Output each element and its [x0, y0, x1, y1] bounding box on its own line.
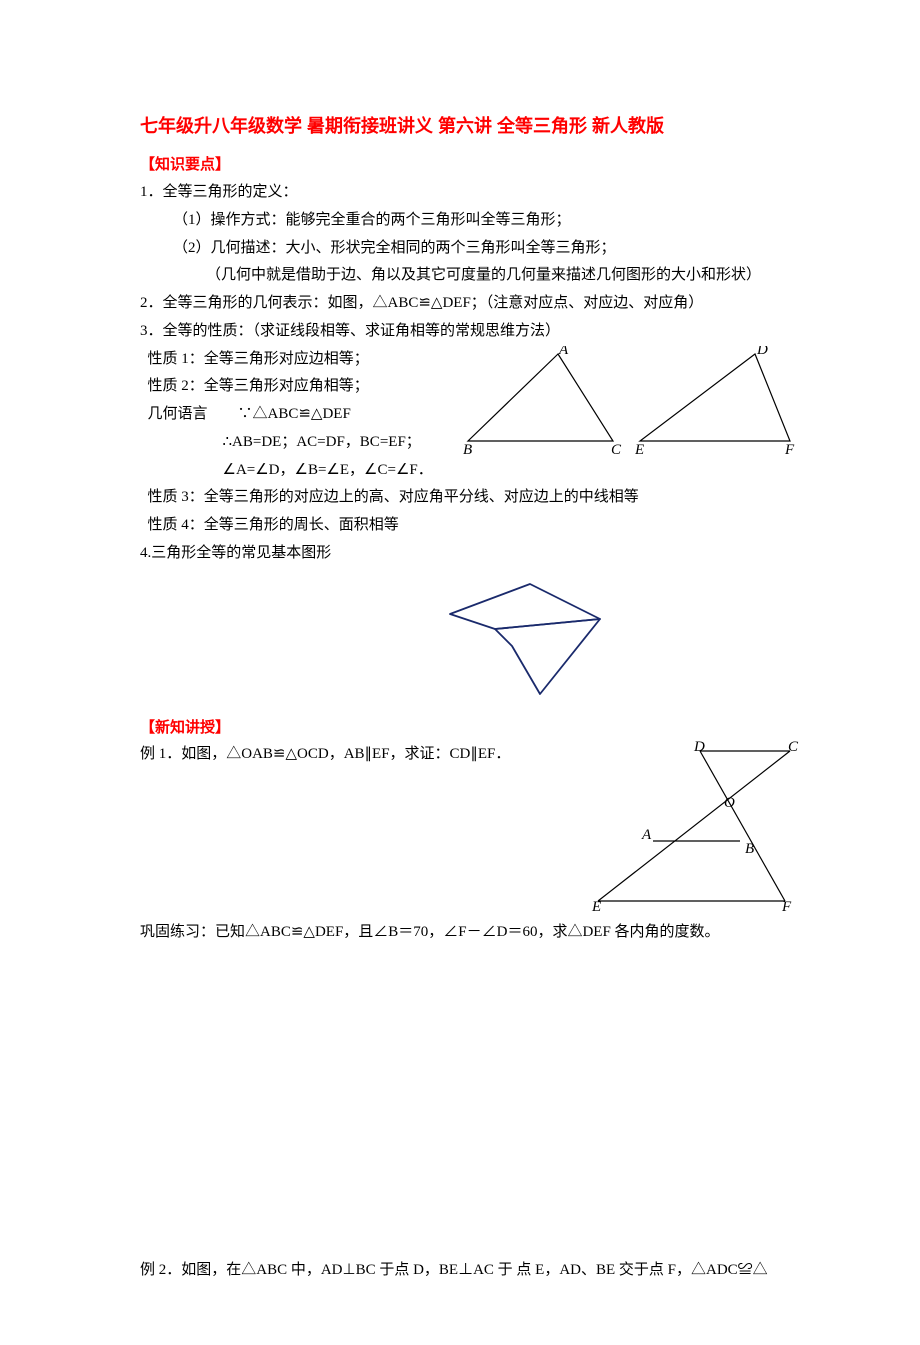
geo-language-1: ∴AB=DE；AC=DF，BC=EF； — [140, 429, 455, 457]
svg-text:D: D — [756, 346, 768, 358]
overlapping-triangles-figure — [440, 574, 610, 704]
page-title: 七年级升八年级数学 暑期衔接班讲义 第六讲 全等三角形 新人教版 — [140, 110, 800, 143]
def-note: （几何中就是借助于边、角以及其它可度量的几何量来描述几何图形的大小和形状） — [140, 262, 800, 290]
property-4: 性质 4：全等三角形的周长、面积相等 — [140, 512, 800, 540]
svg-text:A: A — [641, 827, 652, 843]
geo-language-intro: 几何语言 ∵△ABC≌△DEF — [140, 401, 455, 429]
svg-text:F: F — [784, 442, 795, 458]
section-new-teaching: 【新知讲授】 — [140, 714, 800, 742]
svg-text:C: C — [611, 442, 622, 458]
svg-text:C: C — [788, 741, 799, 755]
svg-text:B: B — [463, 442, 472, 458]
triangle-def-figure: D E F — [635, 346, 800, 458]
example-2-text: 例 2．如图，在△ABC 中，AD⊥BC 于点 D，BE⊥AC 于 点 E，AD… — [140, 1257, 800, 1285]
section-knowledge: 【知识要点】 — [140, 151, 800, 179]
properties-heading: 3．全等的性质：（求证线段相等、求证角相等的常规思维方法） — [140, 318, 800, 346]
svg-text:B: B — [745, 841, 754, 857]
svg-text:E: E — [635, 442, 644, 458]
svg-text:A: A — [558, 346, 569, 358]
property-3: 性质 3：全等三角形的对应边上的高、对应角平分线、对应边上的中线相等 — [140, 484, 800, 512]
triangle-abc-figure: A B C — [463, 346, 623, 458]
geo-language-2: ∠A=∠D，∠B=∠E，∠C=∠F． — [140, 457, 455, 485]
def-item-1: （1）操作方式：能够完全重合的两个三角形叫全等三角形； — [140, 207, 800, 235]
svg-text:O: O — [724, 795, 735, 811]
property-2: 性质 2：全等三角形对应角相等； — [140, 373, 455, 401]
def-heading: 1．全等三角形的定义： — [140, 179, 800, 207]
example-1-figure: E F A B O D C — [590, 741, 800, 911]
svg-text:E: E — [591, 899, 601, 911]
practice-text: 巩固练习：已知△ABC≌△DEF，且∠B＝70，∠F－∠D＝60，求△DEF 各… — [140, 919, 800, 947]
svg-text:F: F — [781, 899, 792, 911]
svg-text:D: D — [693, 741, 705, 755]
def-item-2: （2）几何描述：大小、形状完全相同的两个三角形叫全等三角形； — [140, 235, 800, 263]
property-1: 性质 1：全等三角形对应边相等； — [140, 346, 455, 374]
common-shapes-heading: 4.三角形全等的常见基本图形 — [140, 540, 800, 568]
notation-line: 2．全等三角形的几何表示：如图，△ABC≌△DEF；（注意对应点、对应边、对应角… — [140, 290, 800, 318]
